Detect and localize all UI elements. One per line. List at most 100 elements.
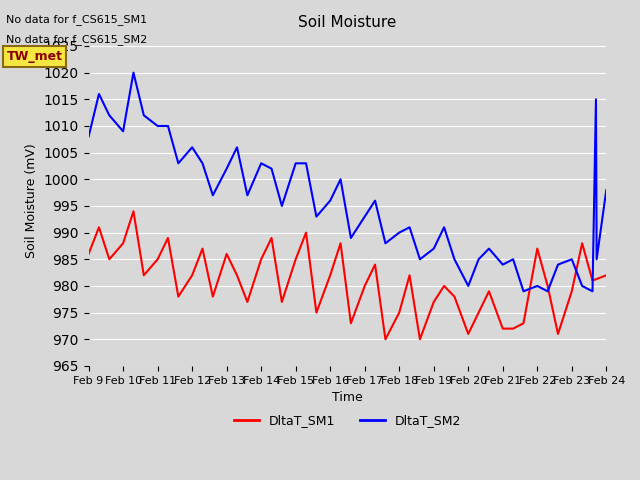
DltaT_SM2 bbox=[188, 144, 196, 150]
DltaT_SM1 bbox=[371, 262, 379, 267]
DltaT_SM1 bbox=[130, 208, 138, 214]
DltaT_SM2 bbox=[430, 246, 438, 252]
DltaT_SM2 bbox=[554, 262, 562, 267]
X-axis label: Time: Time bbox=[332, 391, 363, 404]
Legend: DltaT_SM1, DltaT_SM2: DltaT_SM1, DltaT_SM2 bbox=[228, 409, 467, 432]
DltaT_SM2 bbox=[302, 160, 310, 166]
DltaT_SM1 bbox=[140, 273, 148, 278]
Y-axis label: Soil Moisture (mV): Soil Moisture (mV) bbox=[25, 143, 38, 258]
DltaT_SM2 bbox=[130, 70, 138, 75]
DltaT_SM1 bbox=[302, 230, 310, 236]
DltaT_SM2 bbox=[164, 123, 172, 129]
DltaT_SM1 bbox=[209, 294, 217, 300]
DltaT_SM2 bbox=[140, 112, 148, 118]
DltaT_SM1 bbox=[554, 331, 562, 337]
DltaT_SM1 bbox=[95, 225, 103, 230]
DltaT_SM1 bbox=[579, 240, 586, 246]
DltaT_SM1 bbox=[520, 320, 527, 326]
DltaT_SM2 bbox=[396, 230, 403, 236]
DltaT_SM1 bbox=[602, 273, 610, 278]
DltaT_SM2 bbox=[119, 129, 127, 134]
DltaT_SM1 bbox=[257, 256, 265, 262]
DltaT_SM2 bbox=[95, 91, 103, 97]
DltaT_SM1 bbox=[465, 331, 472, 337]
DltaT_SM2 bbox=[592, 96, 600, 102]
DltaT_SM1 bbox=[475, 310, 483, 315]
DltaT_SM2 bbox=[175, 160, 182, 166]
DltaT_SM1 bbox=[278, 299, 285, 305]
DltaT_SM1 bbox=[361, 283, 369, 289]
Title: Soil Moisture: Soil Moisture bbox=[298, 15, 397, 30]
DltaT_SM2 bbox=[312, 214, 320, 219]
DltaT_SM1 bbox=[326, 273, 334, 278]
DltaT_SM1 bbox=[175, 294, 182, 300]
DltaT_SM2 bbox=[209, 192, 217, 198]
Line: DltaT_SM2: DltaT_SM2 bbox=[88, 72, 606, 291]
DltaT_SM2 bbox=[257, 160, 265, 166]
DltaT_SM1 bbox=[485, 288, 493, 294]
DltaT_SM2 bbox=[198, 160, 206, 166]
DltaT_SM2 bbox=[361, 214, 369, 219]
DltaT_SM2 bbox=[292, 160, 300, 166]
DltaT_SM2 bbox=[593, 256, 600, 262]
DltaT_SM1 bbox=[440, 283, 448, 289]
DltaT_SM2 bbox=[406, 225, 413, 230]
DltaT_SM1 bbox=[119, 240, 127, 246]
DltaT_SM1 bbox=[396, 310, 403, 315]
DltaT_SM1 bbox=[337, 240, 344, 246]
DltaT_SM1 bbox=[154, 256, 161, 262]
DltaT_SM1 bbox=[106, 256, 113, 262]
DltaT_SM2 bbox=[579, 283, 586, 289]
DltaT_SM1 bbox=[509, 326, 517, 332]
DltaT_SM2 bbox=[509, 256, 517, 262]
DltaT_SM2 bbox=[534, 283, 541, 289]
DltaT_SM1 bbox=[198, 246, 206, 252]
DltaT_SM1 bbox=[347, 320, 355, 326]
DltaT_SM2 bbox=[568, 256, 575, 262]
DltaT_SM1 bbox=[499, 326, 507, 332]
DltaT_SM1 bbox=[233, 273, 241, 278]
Text: No data for f_CS615_SM1: No data for f_CS615_SM1 bbox=[6, 14, 148, 25]
DltaT_SM2 bbox=[520, 288, 527, 294]
DltaT_SM2 bbox=[84, 134, 92, 140]
DltaT_SM1 bbox=[406, 273, 413, 278]
DltaT_SM1 bbox=[568, 288, 575, 294]
Text: TW_met: TW_met bbox=[6, 50, 63, 63]
DltaT_SM2 bbox=[589, 288, 596, 294]
DltaT_SM2 bbox=[278, 203, 285, 209]
DltaT_SM1 bbox=[544, 283, 552, 289]
DltaT_SM1 bbox=[84, 251, 92, 257]
DltaT_SM2 bbox=[268, 166, 275, 171]
DltaT_SM2 bbox=[465, 283, 472, 289]
DltaT_SM2 bbox=[602, 187, 610, 193]
DltaT_SM2 bbox=[106, 112, 113, 118]
DltaT_SM2 bbox=[371, 198, 379, 204]
DltaT_SM1 bbox=[223, 251, 230, 257]
DltaT_SM1 bbox=[451, 294, 458, 300]
DltaT_SM2 bbox=[223, 166, 230, 171]
DltaT_SM1 bbox=[244, 299, 252, 305]
DltaT_SM1 bbox=[312, 310, 320, 315]
DltaT_SM1 bbox=[381, 336, 389, 342]
DltaT_SM2 bbox=[326, 198, 334, 204]
DltaT_SM2 bbox=[244, 192, 252, 198]
DltaT_SM2 bbox=[337, 177, 344, 182]
DltaT_SM1 bbox=[416, 336, 424, 342]
DltaT_SM2 bbox=[233, 144, 241, 150]
DltaT_SM2 bbox=[347, 235, 355, 241]
DltaT_SM2 bbox=[381, 240, 389, 246]
DltaT_SM1 bbox=[268, 235, 275, 241]
Text: No data for f_CS615_SM2: No data for f_CS615_SM2 bbox=[6, 34, 148, 45]
DltaT_SM2 bbox=[416, 256, 424, 262]
DltaT_SM1 bbox=[164, 235, 172, 241]
DltaT_SM2 bbox=[485, 246, 493, 252]
DltaT_SM1 bbox=[188, 273, 196, 278]
DltaT_SM2 bbox=[154, 123, 161, 129]
DltaT_SM2 bbox=[475, 256, 483, 262]
DltaT_SM2 bbox=[499, 262, 507, 267]
Line: DltaT_SM1: DltaT_SM1 bbox=[88, 211, 606, 339]
DltaT_SM2 bbox=[440, 225, 448, 230]
DltaT_SM2 bbox=[451, 256, 458, 262]
DltaT_SM1 bbox=[589, 278, 596, 284]
DltaT_SM2 bbox=[544, 288, 552, 294]
